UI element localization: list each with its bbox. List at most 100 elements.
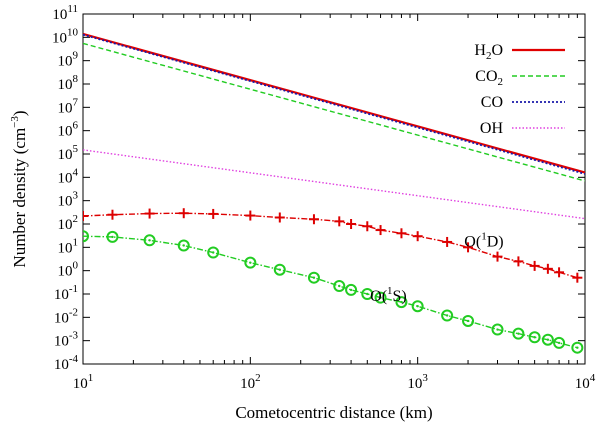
x-axis-label: Cometocentric distance (km) (235, 403, 432, 422)
y-tick-label: 108 (58, 73, 79, 93)
y-tick-label-base: 10 (58, 147, 73, 163)
data-point-o1s (411, 300, 424, 313)
circle-marker-outer (491, 323, 504, 336)
circle-marker-outer (143, 234, 156, 247)
y-tick-label-base: 10 (58, 194, 73, 210)
y-tick-label: 104 (58, 166, 79, 186)
circle-marker-outer (541, 333, 554, 346)
y-axis-label-exponent: −3 (9, 116, 21, 128)
data-point-o1s (395, 296, 408, 309)
circle-marker-outer (462, 314, 475, 327)
x-tick-label-exponent: 2 (255, 372, 260, 384)
data-point-o1s (307, 271, 320, 284)
data-point-o1s (361, 288, 374, 300)
y-tick-label-base: 10 (52, 7, 67, 23)
series-line-o1s (83, 235, 578, 349)
circle-marker-dot (533, 336, 536, 339)
circle-marker-outer (361, 288, 374, 300)
circle-marker-dot (278, 268, 281, 271)
y-tick-label-exponent: -3 (69, 330, 79, 342)
data-point-o1d (334, 216, 345, 227)
circle-marker-outer (553, 336, 566, 349)
annotation-part: O( (464, 233, 481, 250)
circle-marker-dot (445, 314, 449, 317)
data-point-o1s (333, 280, 346, 293)
y-tick-label-exponent: 6 (73, 120, 79, 132)
circle-marker-outer (374, 291, 387, 304)
x-tick-label-base: 10 (575, 376, 590, 392)
data-point-o1d (308, 214, 319, 225)
plot-frame (82, 13, 586, 365)
data-point-o1d (529, 260, 540, 271)
legend-label-part: OH (480, 120, 504, 137)
data-point-o1s (462, 314, 475, 327)
circle-marker-dot (349, 288, 353, 292)
legend-label-part: CO (475, 68, 497, 85)
circle-marker-outer (528, 331, 541, 344)
y-tick-label: 109 (58, 50, 79, 70)
circle-marker-outer (512, 327, 525, 340)
data-point-o1d (144, 208, 155, 219)
y-tick-label-base: 10 (54, 334, 69, 350)
y-tick-label-exponent: 8 (73, 73, 79, 85)
data-point-o1s (528, 331, 541, 344)
y-axis-label-close: ) (10, 110, 29, 116)
y-tick-label: 100 (58, 260, 79, 280)
circle-marker-dot (517, 332, 520, 335)
circle-marker-dot (338, 284, 341, 288)
y-tick-label: 1011 (52, 3, 78, 23)
circle-marker-dot (148, 239, 151, 242)
y-tick-label-base: 10 (58, 77, 73, 93)
legend-label-co: CO (481, 94, 503, 111)
y-tick-label-base: 10 (54, 310, 69, 326)
y-tick-label-base: 10 (58, 124, 73, 140)
x-tick-label-exponent: 3 (422, 372, 428, 384)
series-line-co2 (83, 42, 585, 182)
annotation-part: D) (487, 233, 504, 250)
y-tick-label: 102 (58, 213, 79, 233)
legend-label-h2o: H2O (474, 42, 503, 62)
data-point-o1s (83, 230, 89, 243)
y-axis-label: Number density (cm−3) (9, 110, 29, 267)
data-point-o1d (208, 208, 219, 219)
legend-label-part: O (491, 42, 503, 59)
circle-marker-dot (416, 305, 419, 308)
data-point-o1s (374, 291, 387, 304)
circle-marker-outer (177, 239, 190, 252)
circle-marker-outer (441, 309, 454, 322)
x-tick-label-base: 10 (407, 376, 422, 392)
data-point-o1d (412, 231, 423, 242)
data-point-o1s (571, 341, 584, 354)
legend-label-co2: CO2 (475, 68, 503, 88)
circle-marker-dot (212, 251, 215, 254)
data-point-o1s (441, 309, 454, 322)
y-tick-label-base: 10 (58, 240, 73, 256)
x-tick-label: 102 (240, 372, 260, 392)
data-point-o1s (244, 256, 257, 269)
y-tick-label: 10-3 (54, 330, 79, 350)
series-line-oh (83, 149, 585, 220)
data-point-o1d (375, 225, 386, 236)
data-point-o1d (245, 210, 256, 221)
data-point-o1s (345, 283, 358, 296)
series-line-o1d (83, 212, 578, 279)
y-tick-label-exponent: 5 (73, 143, 79, 155)
data-point-o1s (106, 230, 119, 243)
y-tick-label-base: 10 (58, 54, 73, 70)
annotation-o1s: O(1S) (370, 285, 407, 305)
circle-marker-dot (379, 296, 382, 299)
data-point-o1s (273, 263, 286, 276)
data-point-o1d (463, 242, 474, 253)
y-tick-label-exponent: 0 (73, 260, 79, 272)
data-point-o1s (541, 333, 554, 346)
circle-marker-dot (366, 292, 369, 296)
y-tick-label: 105 (58, 143, 79, 163)
y-tick-label-base: 10 (52, 30, 67, 46)
circle-marker-outer (273, 263, 286, 276)
x-tick-label-exponent: 4 (590, 372, 596, 384)
y-tick-label: 10-1 (54, 283, 78, 303)
x-tick-label: 103 (407, 372, 428, 392)
x-tick-label-exponent: 1 (88, 372, 94, 384)
circle-marker-dot (576, 346, 579, 349)
